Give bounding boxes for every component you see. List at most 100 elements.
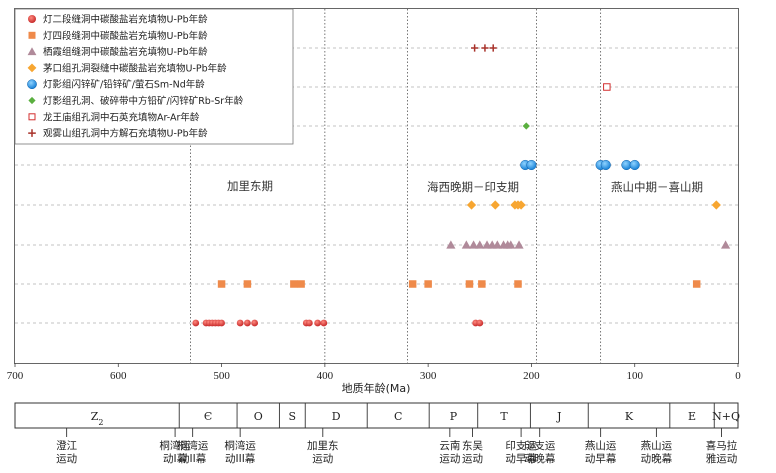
x-tick-label: 600: [110, 370, 127, 382]
legend-marker: [28, 129, 36, 137]
data-point: [424, 280, 432, 288]
period-label-yanshanian-himalayan: 燕山中期－喜山期: [611, 180, 703, 194]
x-tick-label: 400: [317, 370, 334, 382]
event-label: 动早幕: [505, 452, 537, 465]
data-point: [514, 280, 522, 288]
data-point: [516, 200, 526, 210]
legend-marker: [27, 47, 37, 56]
event-label: 桐湾运: [159, 439, 191, 452]
data-point: [600, 159, 611, 171]
event-label: 动II幕: [179, 452, 207, 465]
legend-marker: [27, 63, 37, 73]
event-label: 雅运动: [706, 452, 738, 465]
strat-period-label: E: [688, 410, 696, 423]
event-label: 桐湾运: [224, 439, 256, 452]
event-label: 运动: [312, 453, 333, 465]
event-label: 动早幕: [585, 452, 617, 465]
event-label: 澄江: [56, 439, 77, 452]
data-point: [468, 240, 479, 249]
data-point: [297, 280, 305, 288]
data-point: [522, 122, 530, 130]
data-point: [629, 159, 640, 171]
strat-frame: [14, 402, 739, 429]
data-point: [465, 280, 474, 288]
stratigraphic-column: Z2 Є O S D C P T J K E N+Q: [14, 402, 740, 429]
data-point: [603, 83, 611, 91]
x-tick-label: 200: [523, 370, 540, 382]
x-tick-label: 700: [7, 370, 24, 382]
strat-period-label: J: [556, 410, 561, 423]
data-point: [481, 44, 489, 52]
reference-lines: [190, 9, 602, 363]
legend-marker: [27, 79, 37, 90]
data-point: [290, 280, 298, 288]
legend-label: 茅口组孔洞裂缝中碳酸盐岩充填物U-Pb年龄: [43, 62, 227, 74]
data-point: [526, 159, 537, 171]
data-point: [461, 240, 471, 249]
legend-box: [14, 8, 294, 145]
strat-period-label: O: [254, 410, 263, 423]
x-axis-ticks: 700 600 500 400 300 200 100 0: [7, 363, 741, 382]
event-label: 印支运: [524, 440, 556, 452]
strat-period-label: T: [500, 410, 508, 423]
data-point: [218, 319, 225, 327]
strat-period-label: D: [332, 410, 341, 423]
data-point: [243, 280, 252, 288]
legend-label: 灯影组孔洞、破碎带中方铅矿/闪锌矿Rb-Sr年龄: [43, 95, 244, 107]
event-label: 喜马拉: [706, 439, 738, 452]
event-label: 印支运: [505, 440, 537, 452]
legend-marker: [28, 31, 36, 39]
event-label: 桐湾运: [177, 439, 209, 452]
data-point: [711, 200, 721, 210]
tectonic-events: 澄江运动桐湾运动I幕桐湾运动II幕桐湾运动III幕加里东运动云南运动东吴运动印支…: [56, 428, 738, 465]
data-point: [466, 200, 477, 210]
legend: 灯二段缝洞中碳酸盐岩充填物U-Pb年龄灯四段缝洞中碳酸盐岩充填物U-Pb年龄栖霞…: [14, 8, 294, 145]
event-label: 动III幕: [225, 452, 256, 465]
strat-period-label: Є: [204, 410, 212, 423]
x-tick-label: 300: [420, 370, 437, 382]
event-label: 燕山运: [585, 440, 617, 452]
data-point: [471, 44, 479, 52]
data-point: [490, 200, 500, 210]
data-point: [243, 319, 251, 327]
legend-label: 灯二段缝洞中碳酸盐岩充填物U-Pb年龄: [43, 14, 208, 26]
event-label: 加里东: [307, 439, 339, 452]
event-label: 东吴: [462, 439, 483, 452]
event-label: 动晚幕: [641, 452, 673, 465]
data-point: [692, 280, 701, 288]
legend-marker: [28, 113, 36, 121]
event-label: 燕山运: [641, 440, 673, 452]
data-point: [192, 319, 200, 327]
data-point: [408, 280, 417, 288]
legend-entries: 灯二段缝洞中碳酸盐岩充填物U-Pb年龄灯四段缝洞中碳酸盐岩充填物U-Pb年龄栖霞…: [27, 14, 244, 140]
x-tick-label: 0: [735, 370, 741, 382]
data-point: [305, 319, 313, 327]
event-label: 云南: [439, 439, 460, 452]
legend-label: 龙王庙组孔洞中石英充填物Ar-Ar年龄: [43, 111, 200, 123]
legend-label: 观雾山组孔洞中方解石充填物U-Pb年龄: [43, 128, 208, 140]
strat-period-label: C: [394, 410, 402, 423]
period-label-caledonian: 加里东期: [227, 179, 273, 193]
x-tick-label: 500: [213, 370, 230, 382]
strat-period-label: P: [450, 410, 458, 423]
data-point: [475, 240, 485, 249]
x-axis-label: 地质年龄(Ma): [342, 381, 411, 395]
data-point: [314, 319, 322, 327]
data-point: [478, 280, 486, 288]
data-point: [514, 240, 524, 249]
strat-period-label: K: [625, 410, 634, 423]
event-label: 动晚幕: [524, 452, 556, 465]
legend-marker: [28, 96, 36, 105]
strat-period-label: N+Q: [712, 410, 740, 423]
data-point: [251, 319, 259, 327]
data-point: [217, 280, 226, 288]
data-point: [721, 240, 731, 249]
data-point: [236, 319, 244, 327]
data-point: [446, 240, 456, 249]
period-label-hercynian-indosinian: 海西晚期－印支期: [427, 180, 519, 194]
legend-label: 栖霞组缝洞中碳酸盐岩充填物U-Pb年龄: [43, 46, 208, 58]
event-label: 运动: [462, 453, 483, 465]
event-label: 动I幕: [163, 452, 188, 465]
event-label: 运动: [56, 453, 77, 465]
